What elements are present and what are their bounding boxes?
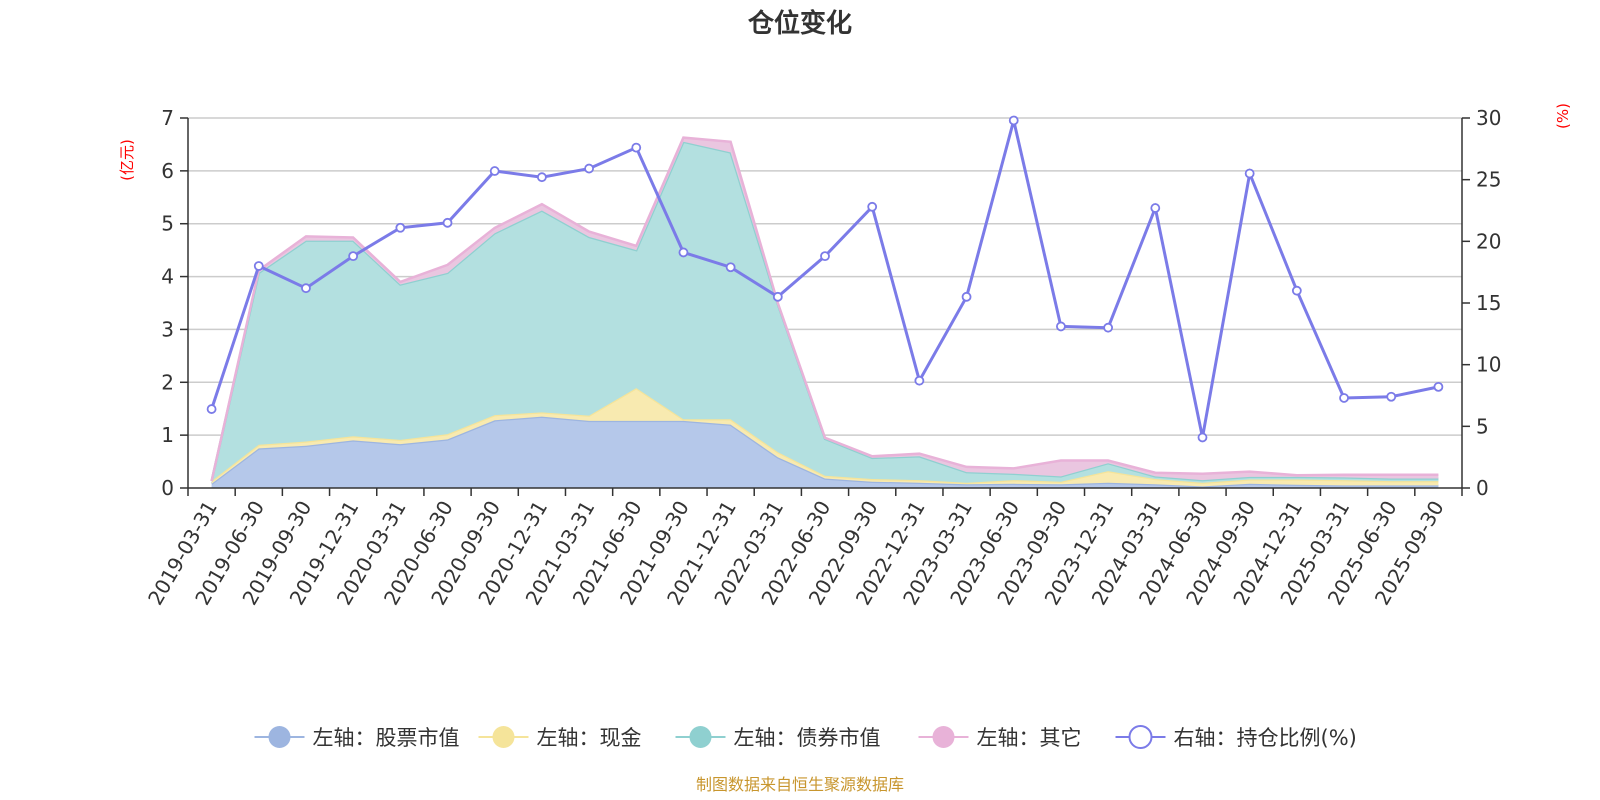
right-tick-label: 5 [1476,414,1489,438]
right-tick-label: 15 [1476,291,1501,315]
legend-marker [689,726,712,748]
right-tick-label: 25 [1476,168,1501,192]
area-edge-左轴：其它 [210,136,1439,482]
legend-item: 左轴：其它 [918,726,1082,750]
legend-marker [1128,725,1153,749]
ratio-point [820,251,830,262]
ratio-point [678,247,689,258]
ratio-point [961,291,972,302]
left-tick-label: 7 [161,106,174,130]
ratio-point [914,375,925,386]
left-tick-label: 2 [161,370,174,394]
area-左轴：债券市值 [211,141,1439,483]
ratio-point [253,261,264,271]
legend-item: 左轴：股票市值 [254,726,460,750]
ratio-point [489,166,500,176]
ratio-point [584,163,594,174]
ratio-point [1056,321,1066,332]
ratio-point [348,251,359,262]
legend-label: 左轴：债券市值 [734,726,881,750]
legend: 左轴：股票市值 左轴：现金 左轴：债券市值 左轴：其它 右轴：持仓比例(%) [254,725,1357,750]
legend-label: 右轴：持仓比例(%) [1174,726,1357,750]
legend-item: 右轴：持仓比例(%) [1115,725,1357,750]
ratio-point [1291,285,1302,296]
left-tick-label: 6 [161,159,174,183]
ratio-line-series [206,115,1444,443]
ratio-point [1433,381,1444,392]
ratio-point [1103,322,1114,333]
ratio-point [395,222,406,233]
right-tick-label: 30 [1476,106,1501,130]
ratio-point [1244,168,1255,179]
ratio-point [301,283,311,294]
ratio-point [631,142,642,153]
legend-item: 左轴：债券市值 [675,726,881,750]
ratio-point [442,217,453,228]
area-series [210,136,1439,488]
ratio-point [536,172,547,183]
ratio-point [1008,115,1019,126]
left-tick-label: 3 [161,317,174,341]
right-tick-label: 0 [1476,476,1489,500]
chart-title: 仓位变化 [747,8,852,39]
left-tick-label: 1 [161,423,174,447]
legend-label: 左轴：其它 [977,726,1082,750]
ratio-point [725,262,736,273]
ratio-point [772,291,783,302]
ratio-point [1386,391,1397,402]
right-axis-unit: (%) [1554,103,1572,129]
area-左轴：股票市值 [211,416,1439,488]
ratio-point [206,404,217,414]
ratio-point [1197,432,1208,443]
legend-item: 左轴：现金 [478,726,642,750]
legend-marker [932,726,955,748]
legend-label: 左轴：股票市值 [313,726,460,750]
ratio-point [1150,203,1161,213]
source-note: 制图数据来自恒生聚源数据库 [696,775,904,794]
ratio-point [1339,393,1349,403]
legend-label: 左轴：现金 [537,726,642,750]
right-tick-label: 20 [1476,229,1501,253]
right-tick-label: 10 [1476,353,1501,377]
ratio-point [867,201,878,212]
left-tick-label: 0 [161,476,174,500]
legend-marker [268,726,291,748]
left-axis-unit: (亿元) [118,139,136,181]
legend-marker [492,726,515,748]
left-tick-label: 4 [161,265,174,289]
left-tick-label: 5 [161,212,174,236]
